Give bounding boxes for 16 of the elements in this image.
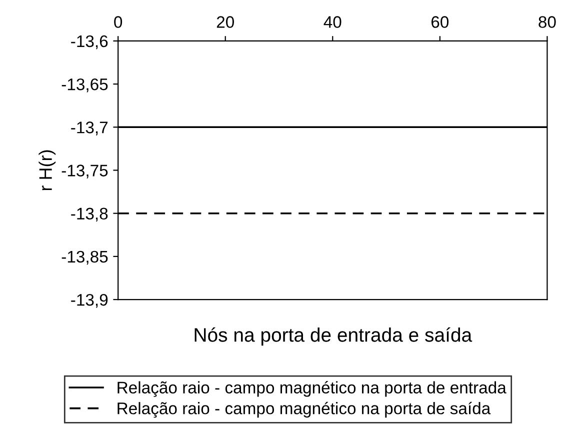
x-tick-label: 80 (538, 16, 556, 28)
legend-label: Relação raio - campo magnético na porta de entrada (118, 381, 506, 397)
legend-label: Relação raio - campo magnético na porta de saída (118, 402, 491, 418)
x-tick-label: 20 (216, 16, 234, 28)
x-tick-label: 60 (432, 16, 449, 28)
y-tick-label: -13,8 (71, 208, 108, 222)
y-tick-label: -13,65 (62, 78, 108, 92)
x-axis-title: Nós na porta de entrada e saída (194, 327, 472, 346)
y-tick-label: -13,75 (62, 164, 108, 178)
x-tick-label: 0 (114, 16, 122, 28)
y-tick-label: -13,9 (71, 294, 108, 308)
x-tick-label: 40 (324, 16, 342, 28)
y-tick-label: -13,7 (71, 122, 108, 136)
y-tick-label: -13,85 (62, 250, 108, 265)
y-tick-label: -13,6 (71, 35, 108, 50)
y-axis-title: r H(r) (38, 150, 56, 190)
